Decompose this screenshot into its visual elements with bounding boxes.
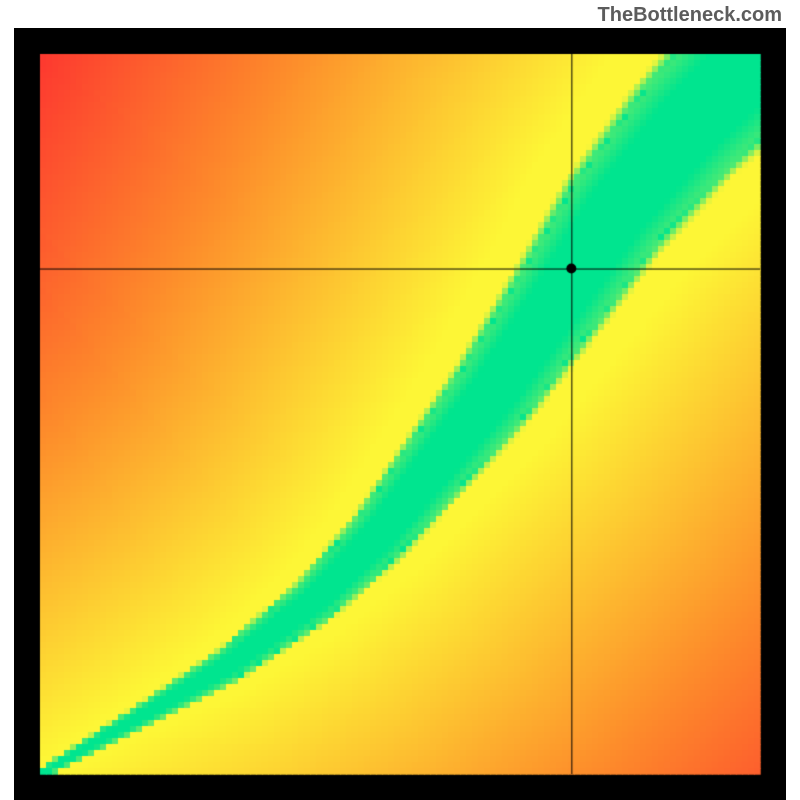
bottleneck-heatmap-plot bbox=[14, 28, 786, 800]
heatmap-canvas bbox=[14, 28, 786, 800]
attribution-text: TheBottleneck.com bbox=[598, 4, 782, 27]
